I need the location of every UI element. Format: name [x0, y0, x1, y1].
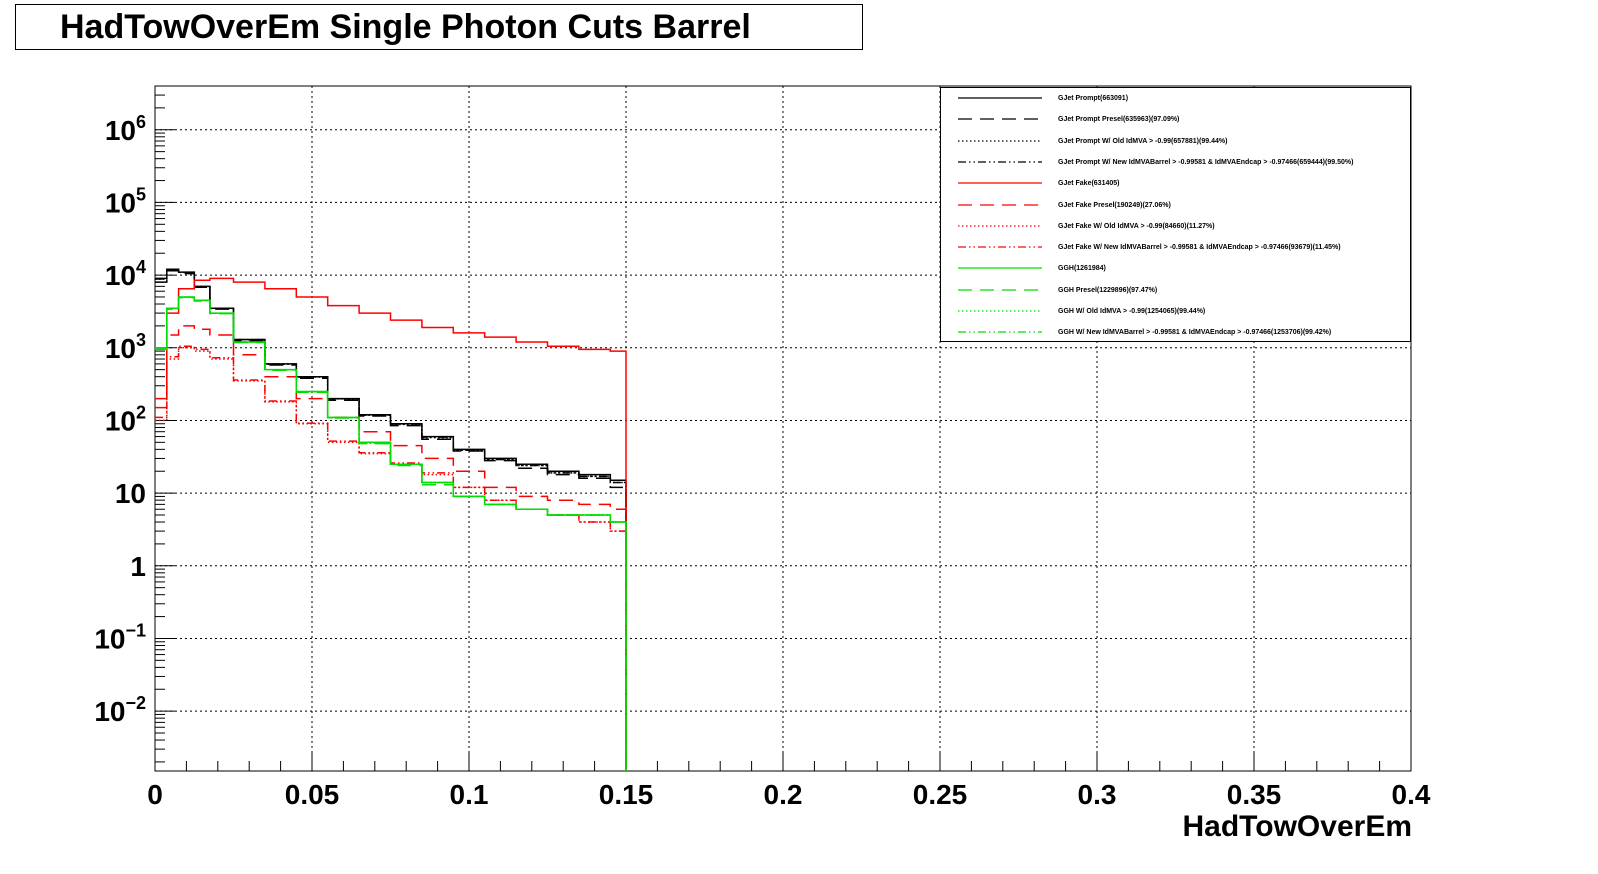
- x-axis: 0 0.05 0.1 0.15 0.2 0.25 0.3 0.35 0.4: [147, 751, 1431, 810]
- y-tick-label: 1: [130, 551, 146, 582]
- x-tick-label: 0.35: [1227, 779, 1282, 810]
- y-tick-label: 106: [105, 112, 146, 146]
- legend-label: GJet Fake Presel(190249)(27.06%): [1058, 201, 1171, 209]
- series-line-4: [155, 277, 627, 771]
- x-tick-label: 0.1: [450, 779, 489, 810]
- legend-swatch: [958, 331, 1042, 333]
- legend-item: GGH(1261984): [941, 261, 1410, 282]
- legend-swatch: [958, 203, 1042, 206]
- legend-label: GGH W/ New IdMVABarrel > -0.99581 & IdMV…: [1058, 329, 1332, 337]
- x-tick-label: 0.2: [764, 779, 803, 810]
- legend-item: GJet Prompt W/ Old IdMVA > -0.99(657881)…: [941, 134, 1410, 155]
- legend-label: GGH W/ Old IdMVA > -0.99(1254065)(99.44%…: [1058, 308, 1206, 315]
- legend-swatch: [958, 118, 1042, 120]
- series-line-5: [155, 325, 627, 771]
- legend-swatch: [958, 267, 1042, 269]
- legend-label: GGH Presel(1229896)(97.47%): [1058, 286, 1158, 294]
- legend-swatch: [958, 97, 1042, 99]
- x-tick-label: 0.4: [1392, 779, 1431, 810]
- y-tick-label: 105: [105, 184, 146, 218]
- legend-item: GJet Fake W/ Old IdMVA > -0.99(84660)(11…: [941, 219, 1410, 240]
- legend-item: GJet Prompt W/ New IdMVABarrel > -0.9958…: [941, 155, 1410, 176]
- legend-label: GJet Fake W/ New IdMVABarrel > -0.99581 …: [1058, 244, 1341, 252]
- y-axis: 10−2 10−1 1 10 102 103 104 105 106: [94, 85, 175, 763]
- legend-item: GJet Fake Presel(190249)(27.06%): [941, 198, 1410, 219]
- x-tick-label: 0.3: [1078, 779, 1117, 810]
- x-tick-label: 0.15: [599, 779, 654, 810]
- series-group: [155, 268, 627, 771]
- legend-swatch: [958, 246, 1042, 248]
- legend-item: GGH Presel(1229896)(97.47%): [941, 283, 1410, 304]
- legend-swatch: [958, 182, 1042, 184]
- legend-label: GJet Prompt Presel(635963)(97.09%): [1058, 116, 1180, 124]
- x-tick-label: 0: [147, 779, 163, 810]
- x-axis-title: HadTowOverEm: [1182, 810, 1413, 843]
- x-tick-label: 0.05: [285, 779, 340, 810]
- legend-swatch: [958, 225, 1042, 227]
- legend-item: GJet Fake W/ New IdMVABarrel > -0.99581 …: [941, 240, 1410, 261]
- legend-item: GGH W/ Old IdMVA > -0.99(1254065)(99.44%…: [941, 304, 1410, 325]
- legend-label: GGH(1261984): [1058, 265, 1106, 273]
- title-box: HadTowOverEm Single Photon Cuts Barrel: [15, 4, 863, 50]
- x-tick-label: 0.25: [913, 779, 968, 810]
- legend-item: GGH W/ New IdMVABarrel > -0.99581 & IdMV…: [941, 325, 1410, 346]
- legend-label: GJet Prompt W/ New IdMVABarrel > -0.9958…: [1058, 158, 1354, 166]
- y-tick-label: 10−1: [94, 620, 146, 654]
- y-tick-label: 104: [105, 257, 146, 291]
- legend-item: GJet Fake(631405): [941, 176, 1410, 197]
- series-line-11: [155, 296, 627, 771]
- legend-label: GJet Fake W/ Old IdMVA > -0.99(84660)(11…: [1058, 222, 1215, 230]
- legend-label: GJet Prompt W/ Old IdMVA > -0.99(657881)…: [1058, 137, 1228, 145]
- chart-title: HadTowOverEm Single Photon Cuts Barrel: [60, 7, 751, 46]
- legend-label: GJet Fake(631405): [1058, 180, 1120, 188]
- y-tick-label: 103: [105, 330, 146, 364]
- y-tick-label: 10: [115, 478, 146, 509]
- legend-item: GJet Prompt(663091): [941, 91, 1410, 112]
- legend-swatch: [958, 139, 1042, 142]
- legend-swatch: [958, 289, 1042, 291]
- legend-swatch: [958, 161, 1042, 163]
- legend: GJet Prompt(663091) GJet Prompt Presel(63…: [940, 87, 1411, 342]
- series-line-9: [155, 296, 627, 771]
- legend-item: GJet Prompt Presel(635963)(97.09%): [941, 112, 1410, 133]
- legend-swatch: [958, 310, 1042, 312]
- legend-label: GJet Prompt(663091): [1058, 95, 1129, 102]
- y-tick-label: 102: [105, 402, 146, 436]
- y-tick-label: 10−2: [94, 693, 146, 727]
